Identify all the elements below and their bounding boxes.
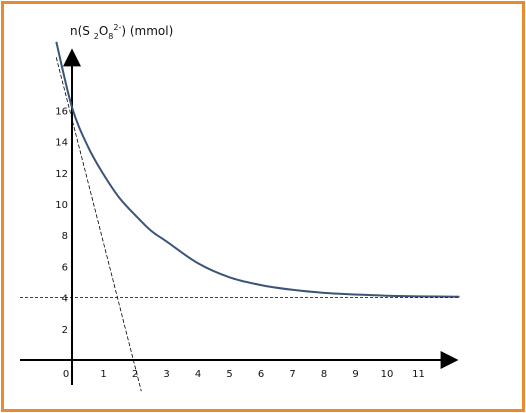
y-tick-labels: 2 4 6 8 10 12 14 16 xyxy=(55,106,68,335)
y-tick-label: 12 xyxy=(55,169,68,180)
series-curve xyxy=(55,41,460,298)
y-tick-label: 10 xyxy=(55,200,68,211)
x-tick-label: 7 xyxy=(289,369,295,380)
x-tick-label: 6 xyxy=(258,369,264,380)
y-axis-title: n(S 2O82-) (mmol) xyxy=(70,23,173,41)
tangent-line xyxy=(55,57,142,392)
y-tick-label: 14 xyxy=(55,138,68,149)
x-tick-label: 1 xyxy=(100,369,106,380)
y-tick-label: 6 xyxy=(62,262,68,273)
x-tick-label: 11 xyxy=(412,369,425,380)
x-tick-label: 8 xyxy=(321,369,327,380)
y-tick-label: 16 xyxy=(55,106,68,117)
x-tick-label: 5 xyxy=(226,369,232,380)
x-tick-label: 3 xyxy=(163,369,169,380)
y-tick-label: 2 xyxy=(62,325,68,336)
x-tick-label: 2 xyxy=(132,369,138,380)
x-tick-label: 9 xyxy=(352,369,358,380)
x-tick-labels: 0 1 2 3 4 5 6 7 8 9 10 11 xyxy=(63,369,425,380)
x-tick-label: 4 xyxy=(195,369,201,380)
y-tick-label: 4 xyxy=(62,294,68,305)
x-tick-label: 10 xyxy=(381,369,394,380)
y-tick-label: 8 xyxy=(62,231,68,242)
x-tick-label: 0 xyxy=(63,369,69,380)
